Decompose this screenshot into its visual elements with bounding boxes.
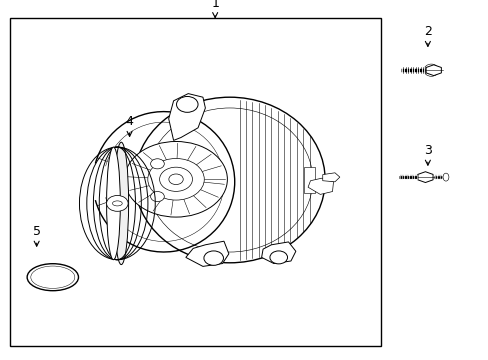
Circle shape <box>203 251 223 265</box>
Circle shape <box>176 96 198 112</box>
Polygon shape <box>261 242 295 264</box>
Polygon shape <box>307 178 333 194</box>
Circle shape <box>106 195 128 211</box>
Ellipse shape <box>423 64 438 76</box>
Circle shape <box>159 167 192 192</box>
Text: 1: 1 <box>211 0 219 18</box>
Polygon shape <box>417 172 432 183</box>
Circle shape <box>269 251 287 264</box>
Ellipse shape <box>106 147 120 260</box>
Polygon shape <box>185 241 228 266</box>
Text: 4: 4 <box>125 115 133 136</box>
Ellipse shape <box>27 264 78 291</box>
Ellipse shape <box>134 97 325 263</box>
Text: 5: 5 <box>33 225 41 246</box>
Ellipse shape <box>31 266 75 288</box>
Circle shape <box>168 174 183 185</box>
Bar <box>10 18 381 346</box>
Polygon shape <box>168 94 205 140</box>
Ellipse shape <box>114 142 128 265</box>
Polygon shape <box>322 173 339 182</box>
Bar <box>304 167 314 193</box>
Text: 3: 3 <box>423 144 431 165</box>
Circle shape <box>147 158 204 200</box>
Ellipse shape <box>442 173 448 181</box>
Circle shape <box>124 141 227 217</box>
Circle shape <box>150 159 164 169</box>
Polygon shape <box>425 65 441 76</box>
Text: 2: 2 <box>423 25 431 46</box>
Circle shape <box>150 192 164 202</box>
